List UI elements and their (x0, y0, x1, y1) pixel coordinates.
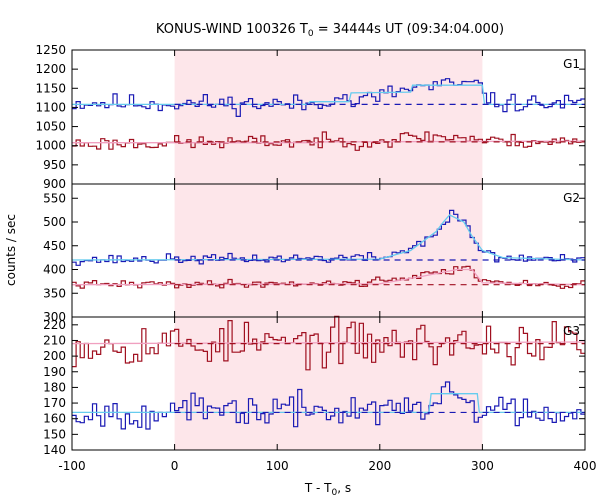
y-tick-label: 180 (43, 380, 66, 394)
g2-red-fit (71, 268, 586, 286)
panel-g2: 300 350 400 450 500 550 G2 (43, 183, 586, 324)
y-tick-label: 220 (43, 318, 66, 332)
panel-label-g2: G2 (563, 191, 580, 205)
g2-blue-counts (72, 209, 585, 266)
y-tick-label: 550 (43, 191, 66, 205)
x-tick-label: 400 (574, 459, 597, 473)
panel-frame (71, 316, 586, 451)
y-tick-label: 1050 (35, 120, 66, 134)
y-tick-label: 160 (43, 412, 66, 426)
y-tick-label: 350 (43, 286, 66, 300)
x-axis-label: T - T0, s (304, 481, 351, 498)
highlight-interval (174, 50, 483, 184)
panel-g1: 900 950 1000 1050 1100 1150 1200 1250 G1 (35, 43, 586, 191)
chart-title: KONUS-WIND 100326 T0 = 34444s UT (09:34:… (156, 22, 504, 39)
x-axis: -100 0 100 200 300 400 (58, 459, 596, 473)
g1-blue-fit (72, 84, 585, 106)
x-tick-label: -100 (58, 459, 85, 473)
y-tick-label: 400 (43, 263, 66, 277)
y-tick-label: 1150 (35, 81, 66, 95)
y-tick-label: 950 (43, 158, 66, 172)
y-tick-label: 200 (43, 349, 66, 363)
y-tick-label: 1200 (35, 62, 66, 76)
y-tick-label: 1250 (35, 43, 66, 57)
x-tick-label: 0 (171, 459, 179, 473)
panel-label-g3: G3 (563, 324, 580, 338)
panel-label-g1: G1 (563, 57, 580, 71)
highlight-interval (174, 184, 483, 317)
g1-red-counts (72, 131, 585, 151)
y-tick-label: 300 (43, 310, 66, 324)
y-tick-label: 500 (43, 215, 66, 229)
y-tick-label: 150 (43, 427, 66, 441)
x-tick-label: 200 (368, 459, 391, 473)
g2-red-counts (72, 265, 585, 289)
y-tick-label: 1000 (35, 139, 66, 153)
g2-blue-fit (71, 214, 586, 261)
g1-blue-counts (72, 78, 585, 117)
y-tick-label: 140 (43, 443, 66, 457)
x-tick-label: 100 (266, 459, 289, 473)
y-tick-label: 900 (43, 177, 66, 191)
g3-red-fit (71, 341, 586, 345)
g3-blue-counts (72, 381, 585, 430)
y-tick-label: 170 (43, 396, 66, 410)
y-tick-label: 450 (43, 239, 66, 253)
x-tick-label: 300 (471, 459, 494, 473)
g3-red-counts (72, 315, 585, 371)
y-tick-label: 210 (43, 333, 66, 347)
highlight-interval (174, 317, 483, 450)
y-tick-label: 190 (43, 365, 66, 379)
y-tick-label: 1100 (35, 100, 66, 114)
y-axis-label: counts / sec (4, 214, 18, 286)
